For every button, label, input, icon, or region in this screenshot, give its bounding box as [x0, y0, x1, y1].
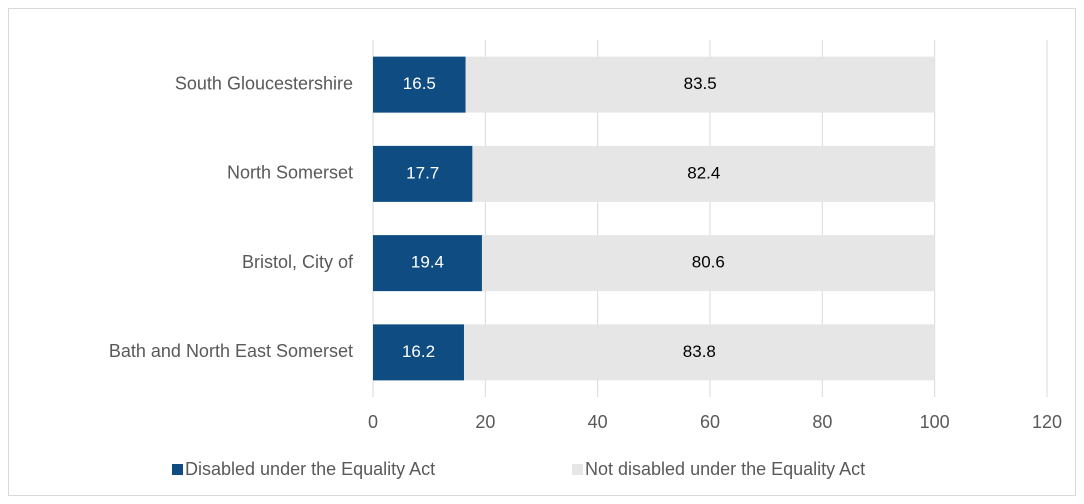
x-tick-label: 120: [1032, 412, 1062, 432]
y-tick-label: South Gloucestershire: [175, 73, 353, 93]
bar-segment: [373, 145, 473, 202]
x-tick-label: 40: [588, 412, 608, 432]
bar-segment: [481, 235, 935, 292]
x-tick-label: 80: [812, 412, 832, 432]
data-label: 17.7: [406, 163, 439, 182]
data-label: 16.5: [403, 74, 436, 93]
y-tick-label: Bath and North East Somerset: [109, 341, 353, 361]
data-label: 83.5: [684, 74, 717, 93]
legend-label: Disabled under the Equality Act: [185, 459, 435, 479]
x-tick-label: 20: [475, 412, 495, 432]
bar-segment: [373, 324, 464, 381]
data-label: 82.4: [687, 163, 720, 182]
data-label: 19.4: [411, 253, 444, 272]
bar-segment: [373, 235, 482, 292]
data-label: 83.8: [683, 342, 716, 361]
bar-segment: [463, 324, 935, 381]
y-tick-label: Bristol, City of: [242, 252, 354, 272]
data-label: 16.2: [402, 342, 435, 361]
x-tick-label: 60: [700, 412, 720, 432]
x-tick-label: 0: [368, 412, 378, 432]
x-tick-label: 100: [920, 412, 950, 432]
bar-segment: [465, 56, 935, 113]
data-label: 80.6: [692, 253, 725, 272]
y-tick-label: North Somerset: [227, 163, 353, 183]
legend-swatch: [572, 464, 583, 475]
bar-segment: [373, 56, 466, 113]
bar-segment: [472, 145, 936, 202]
legend-swatch: [172, 464, 183, 475]
legend-label: Not disabled under the Equality Act: [585, 459, 865, 479]
